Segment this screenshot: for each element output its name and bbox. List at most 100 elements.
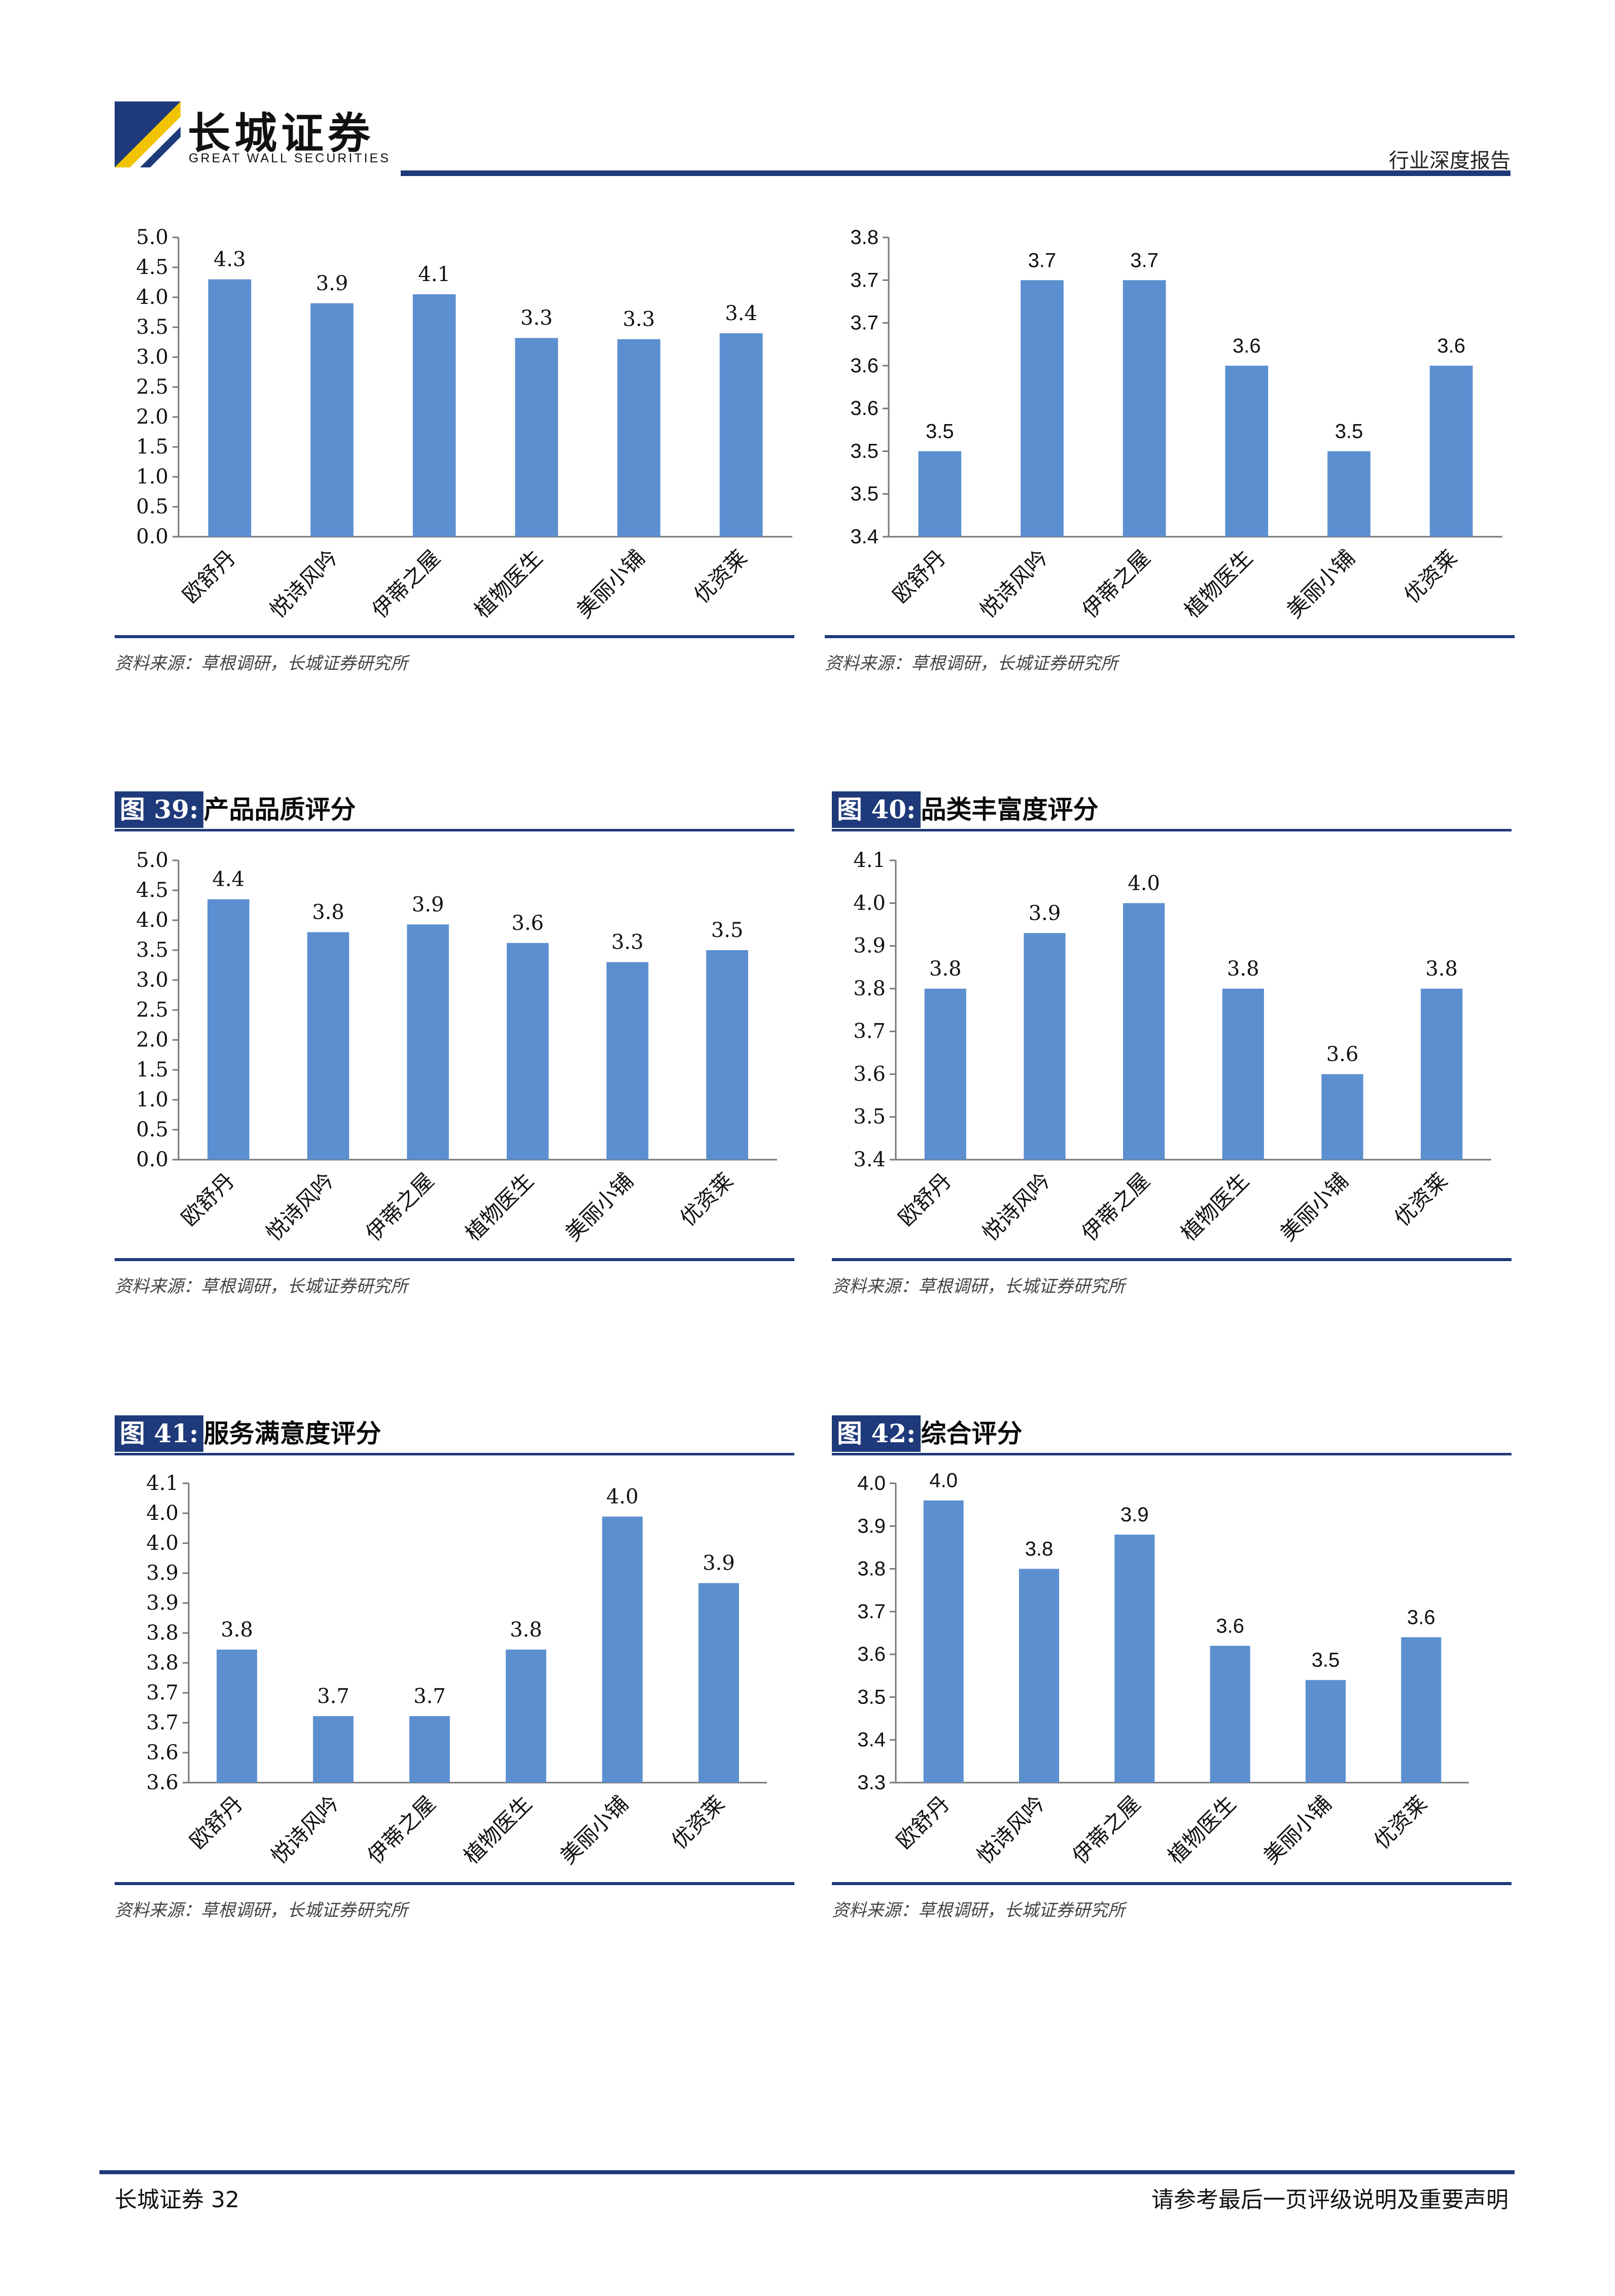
y-tick-label: 4.5 (136, 256, 168, 279)
y-tick-label: 3.8 (146, 1621, 179, 1645)
bar-chart: 3.4 3.5 3.6 3.7 3.8 3.9 4.0 4.1 3.8 欧舒丹 3.9 悦诗风吟 4.0… (832, 846, 1512, 1248)
x-tick-label: 欧舒丹 (888, 545, 951, 608)
bar (313, 1716, 354, 1783)
x-tick-label: 美丽小铺 (572, 545, 649, 622)
chart-bottom-rule (825, 635, 1515, 638)
bar (1421, 988, 1463, 1160)
bar (506, 1649, 546, 1783)
bar (1222, 988, 1264, 1160)
data-label: 3.8 (1227, 957, 1259, 981)
y-tick-label: 3.8 (857, 1558, 886, 1580)
x-tick-label: 植物医生 (469, 545, 547, 622)
y-tick-label: 3.9 (853, 934, 886, 958)
bar (1327, 451, 1371, 537)
chart-svg: 0.0 0.5 1.0 1.5 2.0 2.5 3.0 3.5 4.0 4.5 5.0 4.3 欧舒丹 3… (136, 226, 792, 623)
chart-svg: 3.6 3.6 3.7 3.7 3.8 3.8 3.9 3.9 4.0 4.0 4.1 3.8 欧舒丹 3… (146, 1472, 767, 1869)
data-label: 3.6 (1216, 1615, 1244, 1637)
data-label: 3.8 (510, 1618, 542, 1642)
figure-number: 图 41: (115, 1415, 204, 1452)
bar (1429, 365, 1473, 537)
chart-source: 资料来源：草根调研，长城证券研究所 (825, 653, 1118, 674)
bar-chart: 3.3 3.4 3.5 3.6 3.7 3.8 3.9 4.0 4.0 欧舒丹 3.8 悦诗风吟 3.9… (832, 1469, 1512, 1872)
bar (310, 303, 354, 537)
chart-bottom-rule (115, 635, 794, 638)
bar (1019, 1569, 1060, 1783)
figure-caption: 产品品质评分 (203, 795, 356, 824)
y-tick-label: 4.0 (853, 891, 886, 915)
x-tick-label: 悦诗风吟 (977, 1168, 1055, 1245)
x-tick-label: 欧舒丹 (177, 1168, 239, 1231)
y-tick-label: 1.5 (136, 1058, 168, 1082)
y-tick-label: 3.7 (146, 1711, 179, 1734)
x-tick-label: 伊蒂之屋 (1077, 1168, 1154, 1245)
x-tick-label: 悦诗风吟 (972, 1791, 1049, 1868)
y-tick-label: 3.7 (850, 269, 879, 291)
y-tick-label: 3.7 (853, 1020, 886, 1043)
y-tick-label: 4.0 (136, 286, 168, 309)
data-label: 3.6 (1326, 1042, 1359, 1066)
x-tick-label: 植物医生 (1176, 1168, 1253, 1245)
logo (115, 101, 181, 167)
x-tick-label: 欧舒丹 (893, 1168, 956, 1231)
x-tick-label: 伊蒂之屋 (361, 1168, 438, 1245)
y-tick-label: 3.9 (857, 1515, 886, 1537)
bar (207, 899, 250, 1160)
x-tick-label: 欧舒丹 (891, 1791, 954, 1854)
figure-caption: 服务满意度评分 (203, 1419, 381, 1448)
y-tick-label: 0.5 (136, 495, 168, 518)
data-label: 3.8 (221, 1618, 253, 1642)
bar-chart: 3.4 3.5 3.5 3.6 3.6 3.7 3.7 3.8 3.5 欧舒丹 3.7 悦诗风吟 3.7… (825, 223, 1515, 625)
x-tick-label: 优资莱 (675, 1168, 738, 1231)
bar-chart: 3.6 3.6 3.7 3.7 3.8 3.8 3.9 3.9 4.0 4.0 4.1 3.8 欧舒丹 3… (115, 1469, 794, 1872)
data-label: 3.9 (412, 893, 444, 916)
data-label: 4.3 (214, 248, 246, 271)
figure-number: 图 42: (832, 1415, 921, 1452)
report-type: 行业深度报告 (1389, 149, 1511, 172)
bar (606, 962, 649, 1160)
x-tick-label: 优资莱 (1399, 545, 1462, 608)
y-tick-label: 3.8 (850, 226, 879, 249)
chart-source: 资料来源：草根调研，长城证券研究所 (115, 653, 408, 674)
figure-caption: 综合评分 (921, 1419, 1023, 1448)
x-tick-label: 美丽小铺 (560, 1168, 638, 1245)
bar (706, 950, 748, 1160)
bar (217, 1649, 257, 1783)
y-tick-label: 3.8 (853, 977, 886, 1000)
chart-svg: 3.4 3.5 3.6 3.7 3.8 3.9 4.0 4.1 3.8 欧舒丹 3.9 悦诗风吟 4.0… (853, 849, 1491, 1246)
bar (208, 279, 252, 537)
figure-title: 图 42: 综合评分 (832, 1415, 1022, 1452)
figure-title: 图 39: 产品品质评分 (115, 791, 356, 828)
footer-page-number: 长城证券 32 (115, 2187, 239, 2213)
y-tick-label: 3.4 (850, 526, 879, 548)
y-tick-label: 3.0 (136, 345, 168, 369)
data-label: 3.5 (926, 420, 954, 442)
data-label: 3.9 (703, 1552, 735, 1575)
y-tick-label: 3.5 (136, 316, 168, 339)
x-tick-label: 美丽小铺 (1258, 1791, 1336, 1868)
chart-svg: 0.0 0.5 1.0 1.5 2.0 2.5 3.0 3.5 4.0 4.5 5.0 4.4 欧舒丹 3… (136, 849, 777, 1246)
y-tick-label: 3.9 (146, 1591, 179, 1615)
y-tick-label: 4.1 (853, 849, 886, 872)
y-tick-label: 3.4 (857, 1729, 886, 1751)
x-tick-label: 伊蒂之屋 (367, 545, 445, 622)
y-tick-label: 0.0 (136, 1148, 168, 1171)
data-label: 3.8 (929, 957, 962, 981)
bar-chart: 0.0 0.5 1.0 1.5 2.0 2.5 3.0 3.5 4.0 4.5 5.0 4.4 欧舒丹 3… (115, 846, 794, 1248)
chart-source: 资料来源：草根调研，长城证券研究所 (832, 1900, 1125, 1921)
title-rule (832, 1453, 1512, 1455)
bar (1114, 1535, 1155, 1783)
bar (1122, 280, 1166, 537)
y-tick-label: 3.5 (857, 1686, 886, 1708)
chart-bottom-rule (115, 1258, 794, 1261)
bar (617, 339, 660, 537)
y-tick-label: 1.5 (136, 435, 168, 459)
data-label: 3.7 (413, 1685, 446, 1708)
bar (1225, 365, 1269, 537)
footer-disclaimer: 请参考最后一页评级说明及重要声明 (1151, 2187, 1508, 2213)
y-tick-label: 3.6 (853, 1062, 886, 1086)
bar (918, 451, 962, 537)
x-tick-label: 美丽小铺 (1275, 1168, 1353, 1245)
y-tick-label: 5.0 (136, 849, 168, 872)
chart-source: 资料来源：草根调研，长城证券研究所 (115, 1900, 408, 1921)
data-label: 3.8 (1425, 957, 1458, 981)
